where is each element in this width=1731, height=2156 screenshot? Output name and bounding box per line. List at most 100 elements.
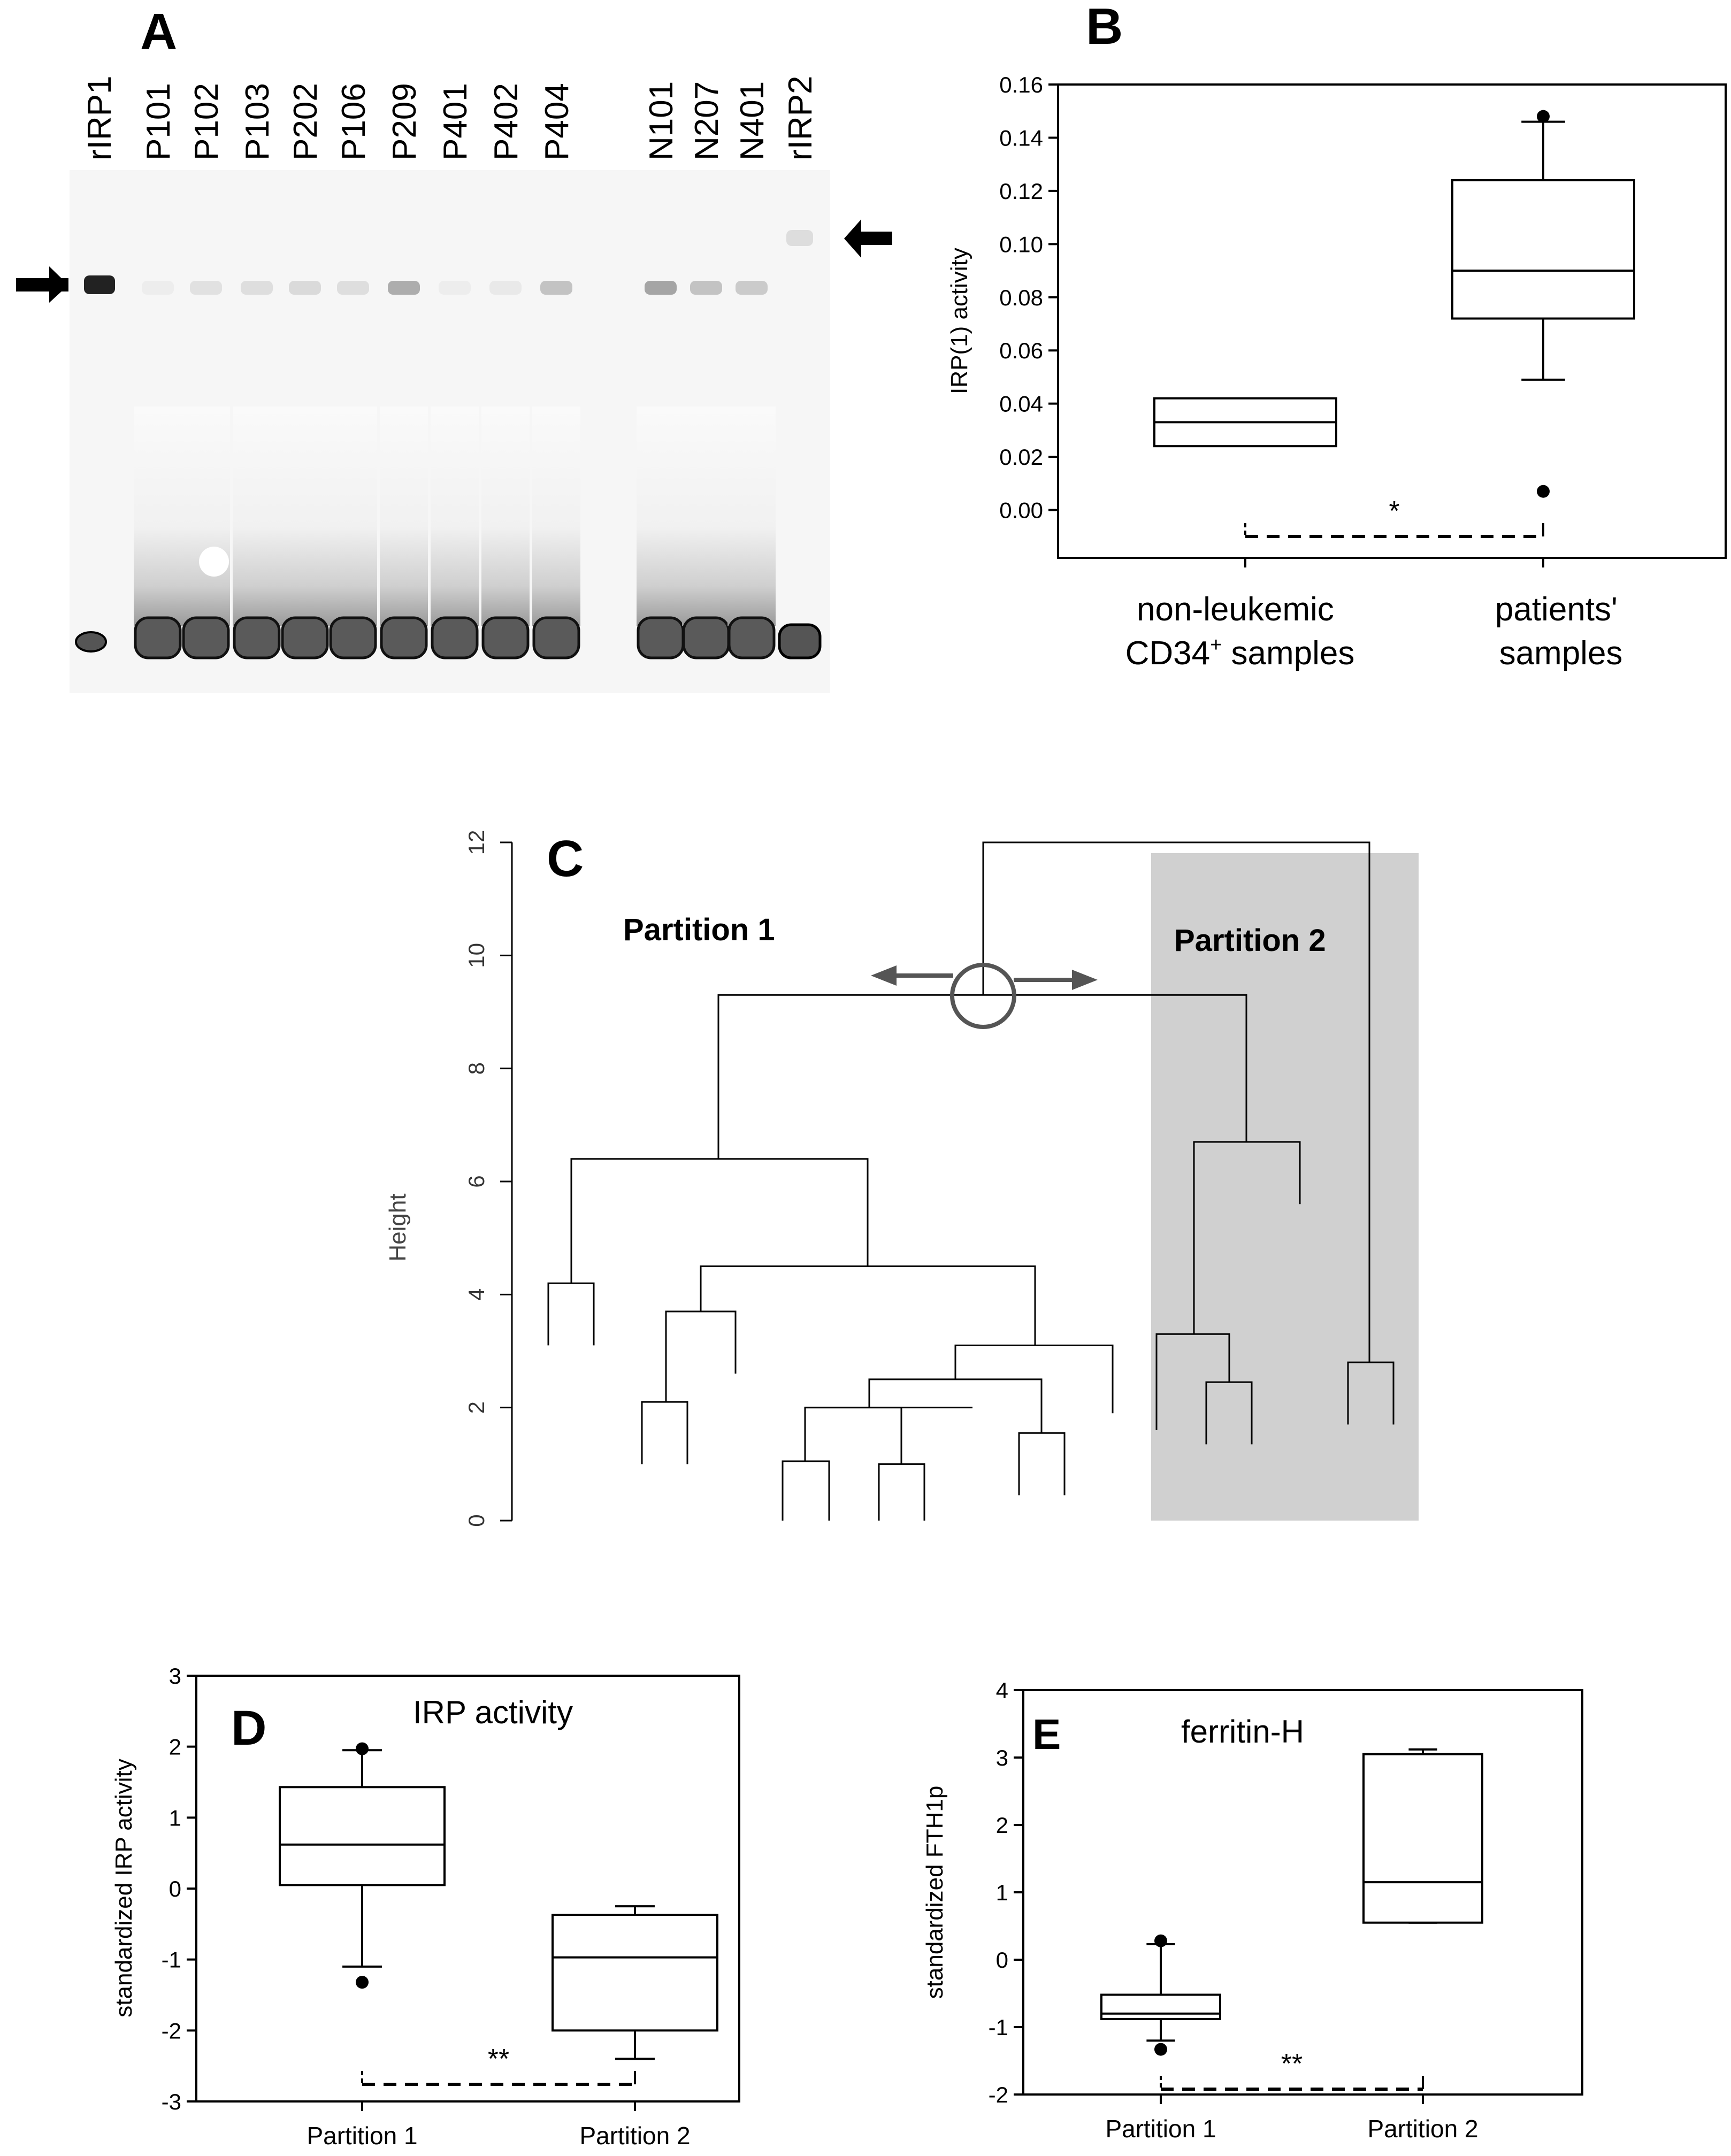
arrow-right-icon [1072,970,1098,990]
y-tick-label: 0.16 [999,72,1043,97]
lane-label: P101 [140,83,177,160]
lane-label: P404 [539,83,576,160]
box [1451,179,1635,320]
gel-band [84,275,115,294]
lane-label: rIRP2 [782,76,819,160]
gel-smear [281,406,329,626]
chart-title-d: IRP activity [413,1694,573,1730]
y-tick-label: 0.08 [999,285,1043,310]
chart-e: -2 -1 0 1 2 3 4 Partition 1 Partition 2 ** [989,1678,1483,2143]
gel-bottom-band [431,616,479,659]
y-tick-label: 12 [464,830,489,855]
gel-smear [637,406,685,626]
gel-band [337,281,369,295]
gel-bottom-band [637,616,685,659]
gel-band [540,281,572,295]
partition-2-label: Partition 2 [1174,923,1326,958]
gel-smear [431,406,479,626]
partition-1-label: Partition 1 [623,912,775,947]
y-tick-label: 6 [464,1175,489,1187]
y-tick-label: 0.04 [999,392,1043,417]
chart-title-e: ferritin-H [1181,1714,1304,1750]
dendrogram-branch [1155,1333,1230,1430]
lane-label: rIRP1 [81,76,118,160]
y-tick-label: -1 [989,2015,1008,2040]
y-tick-label: 0 [169,1876,181,1901]
gel-band [736,281,768,295]
gel-smear [182,406,230,626]
x-category-label: Partition 2 [579,2122,690,2150]
dendrogram-branch [1205,1381,1253,1445]
gel-smear [380,406,428,626]
outlier-point [1154,1934,1167,1947]
gel-band [190,281,222,295]
gel-band [388,281,420,295]
y-tick-label: -3 [162,2089,181,2114]
y-axis-title-b: IRP(1) activity [946,248,972,394]
y-tick-label: 0 [996,1947,1008,1973]
gel-lanes [75,230,822,659]
gel-band [241,281,273,295]
gel-smear [134,406,182,626]
y-axis-title-c: Height [385,1193,411,1261]
category-label-b-1: non-leukemic CD34+ samples [1125,591,1355,672]
gel-smear [682,406,730,626]
y-tick-label: -2 [162,2018,181,2043]
significance-marker: * [1389,496,1399,527]
panel-letter-e: E [1032,1710,1061,1758]
panel-a: A rIRP1 P101 P102 P103 P202 P106 P209 P401 P402 P… [16,3,892,693]
dendrogram-branch [547,1282,595,1346]
gel-bottom-band [727,616,776,659]
gel-bottom-band [134,616,182,659]
significance-marker: ** [1281,2048,1303,2080]
lane-label: N101 [643,81,680,160]
y-axis-title-d: standardized IRP activity [111,1759,137,2017]
panel-letter-b: B [1086,0,1123,55]
arrow-right-icon [16,266,68,303]
y-tick-label: 2 [464,1401,489,1414]
arrow-left-icon [871,965,897,986]
dendrogram-branch [804,1407,902,1464]
gel-bottom-band [778,623,822,659]
panel-letter-d: D [231,1701,266,1755]
y-tick-label: 0 [464,1514,489,1526]
gel-band [489,281,522,295]
gel-bottom-band [380,616,428,659]
gel-band [142,281,174,295]
partition-2-shade [1151,853,1419,1521]
gel-bottom-band [233,616,281,659]
y-tick-label: 0.10 [999,232,1043,257]
y-tick-label: 3 [996,1745,1008,1770]
dendrogram-branch [1018,1432,1066,1495]
x-category-label: Partition 1 [1105,2115,1216,2143]
gel-smear [727,406,776,626]
dendrogram-branch [1347,1361,1395,1425]
y-tick-label: 4 [996,1678,1008,1703]
gel-bottom-band [481,616,530,659]
plot-frame-d [195,1675,740,2103]
panel-b: B 0.000.020.040.060.080.100.120.140.16* … [946,0,1727,672]
dendrogram-branch [641,1401,688,1464]
panel-d: D IRP activity -3 -2 -1 0 1 2 3 Partition 1 Part… [111,1663,740,2150]
dendrogram-branch [982,841,1370,1363]
gel-bottom-band [75,631,107,653]
gel-band [439,281,471,295]
box [1362,1753,1483,1924]
arrow-left-icon [844,219,892,258]
x-category-label: Partition 2 [1367,2115,1478,2143]
lane-label: P106 [335,83,372,160]
y-tick-label: 3 [169,1663,181,1689]
gel-lane-labels: rIRP1 P101 P102 P103 P202 P106 P209 P401 P402 P40… [81,76,819,160]
lane-label: P402 [488,83,525,160]
gel-smear [329,406,377,626]
plot-frame-e [1022,1689,1583,2096]
gel-bottom-band [182,616,230,659]
dendrogram-branch [665,1310,737,1402]
dendrogram-branch [954,1344,1114,1414]
gel-bottom-band [532,616,580,659]
gel-band [690,281,722,295]
box [1100,1993,1221,2020]
outlier-point [1537,485,1550,498]
y-tick-label: -1 [162,1947,181,1973]
outlier-point [356,1742,369,1755]
